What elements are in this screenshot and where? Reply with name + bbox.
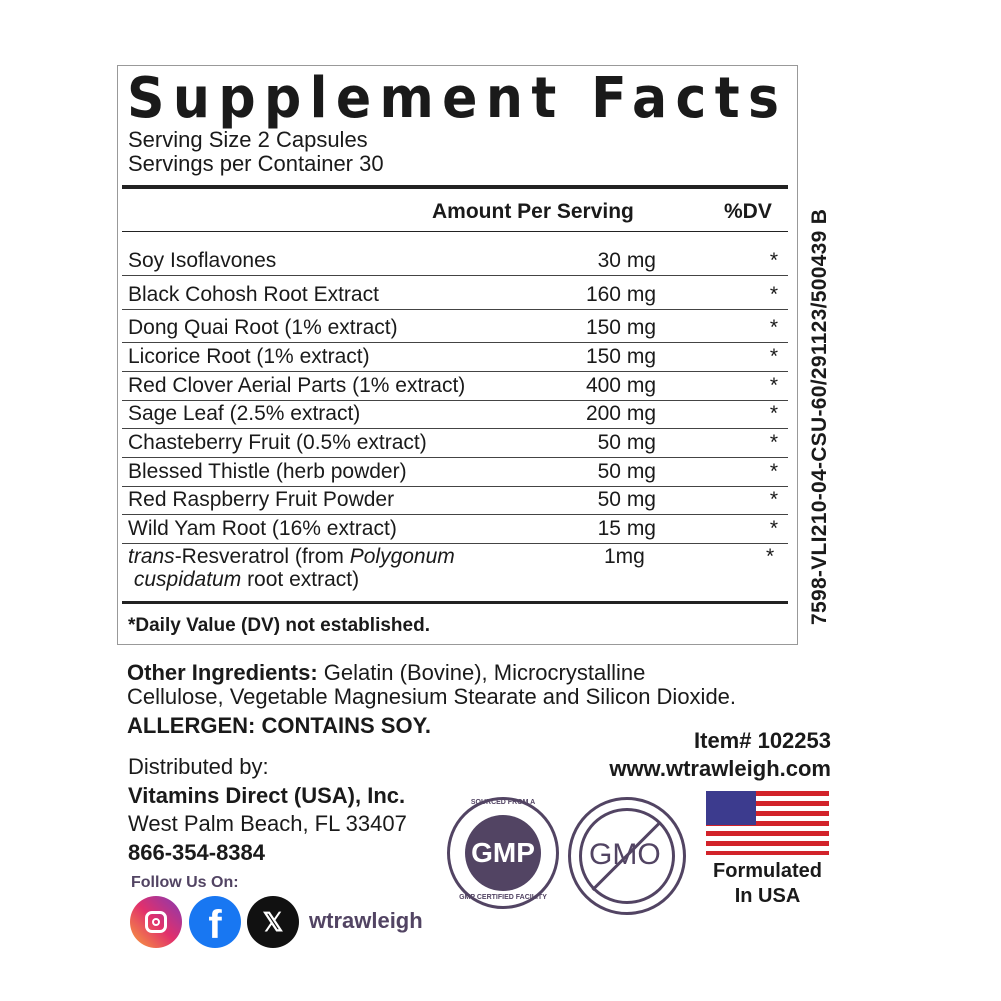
servings-per-container: Servings per Container 30 bbox=[128, 151, 384, 176]
dv: * bbox=[769, 249, 778, 272]
divider bbox=[122, 231, 788, 232]
ingredient-row: Blessed Thistle (herb powder) 50 mg * bbox=[122, 458, 788, 487]
ingredient-name: Sage Leaf (2.5% extract) bbox=[128, 402, 361, 425]
dv: * bbox=[769, 460, 778, 483]
lot-code: 7598-VLI210-04-CSU-60/291123/500439 B bbox=[808, 208, 831, 625]
amount: 50 mg bbox=[597, 488, 656, 511]
gmp-badge: GMP SOURCED FROM A GMP CERTIFIED FACILIT… bbox=[447, 797, 559, 909]
text: -Resveratrol (from bbox=[174, 545, 350, 568]
dv: * bbox=[769, 488, 778, 511]
ingredient-name: Dong Quai Root (1% extract) bbox=[128, 316, 398, 339]
text: Polygonum bbox=[349, 545, 455, 568]
ingredient-name: Blessed Thistle (herb powder) bbox=[128, 460, 407, 483]
dv: * bbox=[769, 431, 778, 454]
dv: * bbox=[769, 374, 778, 397]
ingredient-row: Red Raspberry Fruit Powder 50 mg * bbox=[122, 486, 788, 515]
amount: 400 mg bbox=[585, 374, 656, 397]
dv: * bbox=[766, 545, 775, 568]
text: cuspidatum bbox=[133, 568, 242, 591]
gmp-text: GMP bbox=[465, 815, 541, 891]
item-number: Item# 102253 bbox=[694, 728, 831, 753]
ingredient-name: Wild Yam Root (16% extract) bbox=[128, 517, 397, 540]
ingredient-row: Wild Yam Root (16% extract) 15 mg * bbox=[122, 515, 788, 544]
dv: * bbox=[769, 283, 778, 306]
amount: 30 mg bbox=[597, 249, 656, 272]
gmp-top-text: SOURCED FROM A bbox=[470, 799, 536, 806]
ingredient-name: Red Raspberry Fruit Powder bbox=[128, 488, 395, 511]
distributor-address: West Palm Beach, FL 33407 bbox=[128, 811, 407, 836]
divider bbox=[122, 601, 788, 604]
supplement-facts-panel bbox=[117, 65, 798, 645]
allergen: ALLERGEN: CONTAINS SOY. bbox=[127, 713, 431, 738]
ingredient-row: Chasteberry Fruit (0.5% extract) 50 mg * bbox=[122, 429, 788, 458]
amount: 150 mg bbox=[585, 345, 656, 368]
formulated-label: Formulated bbox=[713, 860, 822, 882]
social-handle[interactable]: wtrawleigh bbox=[309, 908, 423, 933]
dv: * bbox=[769, 517, 778, 540]
in-usa-label: In USA bbox=[734, 885, 801, 907]
text: Gelatin (Bovine), Microcrystalline bbox=[317, 660, 646, 685]
amount: 15 mg bbox=[597, 517, 656, 540]
distributed-by: Distributed by: bbox=[128, 754, 269, 779]
follow-label: Follow Us On: bbox=[131, 874, 239, 891]
divider bbox=[122, 185, 788, 189]
ingredient-row: Soy Isoflavones 30 mg * bbox=[122, 247, 788, 276]
dv: * bbox=[769, 345, 778, 368]
text: root extract) bbox=[241, 568, 360, 591]
amount-header: Amount Per Serving bbox=[432, 200, 634, 223]
instagram-icon[interactable] bbox=[130, 896, 182, 948]
ingredient-name: Licorice Root (1% extract) bbox=[128, 345, 370, 368]
amount: 50 mg bbox=[597, 431, 656, 454]
amount: 1mg bbox=[604, 545, 645, 568]
other-ingredients: Other Ingredients: Gelatin (Bovine), Mic… bbox=[127, 660, 645, 686]
website-link[interactable]: www.wtrawleigh.com bbox=[609, 756, 831, 781]
non-gmo-badge: GMO bbox=[568, 797, 686, 915]
other-ingredients-cont: Cellulose, Vegetable Magnesium Stearate … bbox=[127, 684, 737, 709]
dv-header: %DV bbox=[724, 200, 772, 223]
label: Other Ingredients: bbox=[127, 660, 318, 685]
x-icon[interactable]: 𝕏 bbox=[247, 896, 299, 948]
ingredient-row: Licorice Root (1% extract) 150 mg * bbox=[122, 343, 788, 372]
amount: 200 mg bbox=[585, 402, 656, 425]
dv: * bbox=[769, 316, 778, 339]
ingredient-row: Black Cohosh Root Extract 160 mg * bbox=[122, 281, 788, 310]
amount: 160 mg bbox=[585, 283, 656, 306]
usa-flag-icon bbox=[706, 791, 829, 855]
serving-size: Serving Size 2 Capsules bbox=[128, 127, 368, 152]
text: trans bbox=[128, 545, 175, 568]
ingredient-row: Dong Quai Root (1% extract) 150 mg * bbox=[122, 314, 788, 343]
amount: 50 mg bbox=[597, 460, 656, 483]
ingredient-row: Sage Leaf (2.5% extract) 200 mg * bbox=[122, 400, 788, 429]
dv: * bbox=[769, 402, 778, 425]
ingredient-row: Red Clover Aerial Parts (1% extract) 400 … bbox=[122, 372, 788, 401]
footnote: *Daily Value (DV) not established. bbox=[128, 615, 430, 636]
distributor-name: Vitamins Direct (USA), Inc. bbox=[128, 783, 406, 808]
amount: 150 mg bbox=[585, 316, 656, 339]
ingredient-name: Red Clover Aerial Parts (1% extract) bbox=[128, 374, 466, 397]
ingredient-name: Soy Isoflavones bbox=[128, 249, 277, 272]
facebook-icon[interactable]: f bbox=[189, 896, 241, 948]
panel-title: Supplement Facts bbox=[127, 66, 788, 131]
distributor-phone: 866-354-8384 bbox=[128, 840, 266, 865]
ingredient-row-resveratrol: trans-Resveratrol (from Polygonum cuspid… bbox=[128, 545, 455, 591]
ingredient-name: Chasteberry Fruit (0.5% extract) bbox=[128, 431, 427, 454]
gmp-bottom-text: GMP CERTIFIED FACILITY bbox=[459, 894, 547, 901]
ingredient-name: Black Cohosh Root Extract bbox=[128, 283, 379, 306]
